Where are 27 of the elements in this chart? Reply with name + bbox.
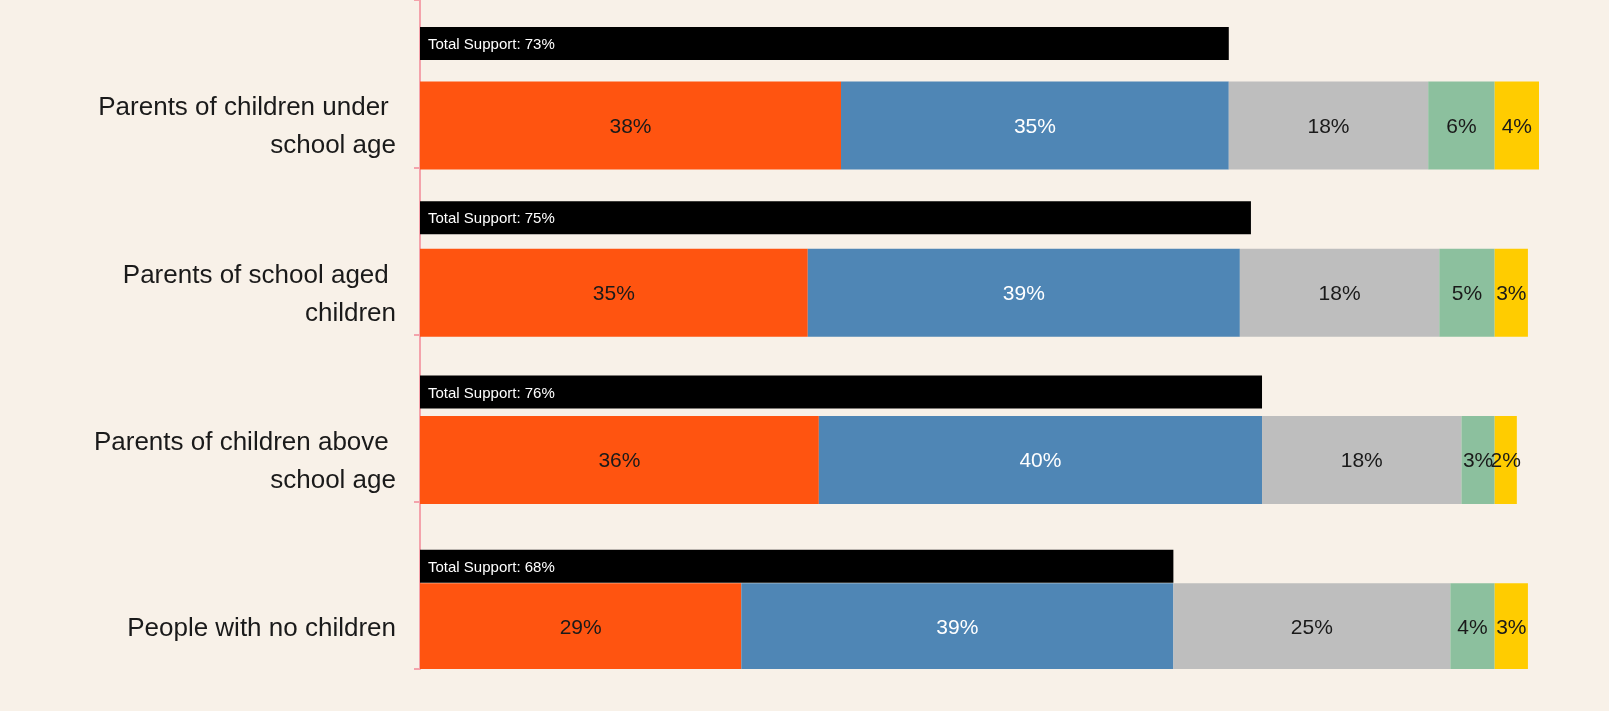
data-label: 29% — [559, 614, 602, 638]
data-label: 18% — [1307, 113, 1350, 137]
data-label: 38% — [609, 113, 652, 137]
data-label: 4% — [1501, 113, 1533, 137]
y-tick-label: Parents of children under school age — [98, 91, 396, 160]
data-label: 18% — [1340, 448, 1383, 472]
data-label: Total Support: 76% — [428, 383, 555, 401]
data-label: 39% — [936, 614, 979, 638]
data-label: Total Support: 75% — [428, 209, 555, 227]
data-label: 3% — [1462, 448, 1494, 472]
data-label: Total Support: 68% — [428, 557, 555, 575]
data-label: 40% — [1019, 448, 1062, 472]
data-label: 39% — [1002, 281, 1045, 305]
y-tick-label: Parents of children above school age — [93, 425, 396, 494]
data-label: Total Support: 73% — [428, 35, 555, 53]
data-label: 3% — [1496, 614, 1527, 638]
data-label: 36% — [598, 448, 641, 472]
data-label: 35% — [592, 281, 635, 305]
y-tick-label: Parents of school aged children — [122, 258, 396, 327]
data-label: 25% — [1290, 614, 1333, 638]
data-label: 35% — [1013, 113, 1056, 137]
y-tick-label: People with no children — [127, 612, 396, 643]
data-label: 18% — [1318, 281, 1361, 305]
data-label: 3% — [1496, 281, 1527, 305]
data-label: 4% — [1457, 614, 1488, 638]
data-label: 6% — [1446, 113, 1477, 137]
data-label: 5% — [1451, 281, 1483, 305]
